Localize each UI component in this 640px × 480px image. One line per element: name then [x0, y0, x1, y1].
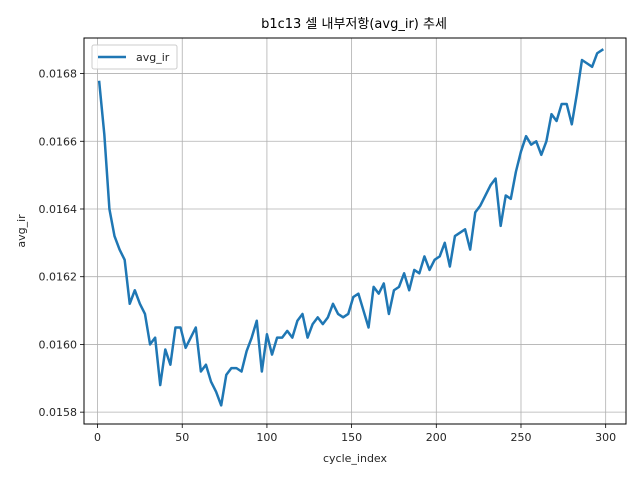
chart-title: b1c13 셀 내부저항(avg_ir) 추세 [261, 17, 447, 32]
y-tick-label: 0.0168 [39, 68, 78, 81]
x-tick-label: 200 [426, 431, 447, 444]
y-axis-label: avg_ir [15, 214, 28, 248]
y-axis: 0.0158 0.0160 0.0162 0.0164 0.0166 0.0168 [39, 68, 84, 419]
y-tick-label: 0.0158 [39, 406, 78, 419]
plot-frame [83, 37, 627, 425]
x-tick-label: 50 [175, 431, 189, 444]
legend-label: avg_ir [136, 51, 170, 64]
legend: avg_ir [91, 44, 178, 70]
y-tick-label: 0.0162 [39, 271, 78, 284]
x-axis: 0 50 100 150 200 250 300 [94, 424, 616, 444]
x-axis-label: cycle_index [323, 452, 388, 465]
x-tick-label: 300 [595, 431, 616, 444]
grid [84, 38, 626, 424]
x-tick-label: 0 [94, 431, 101, 444]
y-tick-label: 0.0166 [39, 135, 78, 148]
plot-lines [97, 48, 605, 407]
y-tick-label: 0.0164 [39, 203, 78, 216]
legend-box [91, 44, 178, 70]
x-tick-label: 150 [341, 431, 362, 444]
x-tick-label: 100 [256, 431, 277, 444]
y-tick-label: 0.0160 [39, 338, 78, 351]
x-tick-label: 250 [510, 431, 531, 444]
series-line-avg_ir [97, 48, 605, 407]
